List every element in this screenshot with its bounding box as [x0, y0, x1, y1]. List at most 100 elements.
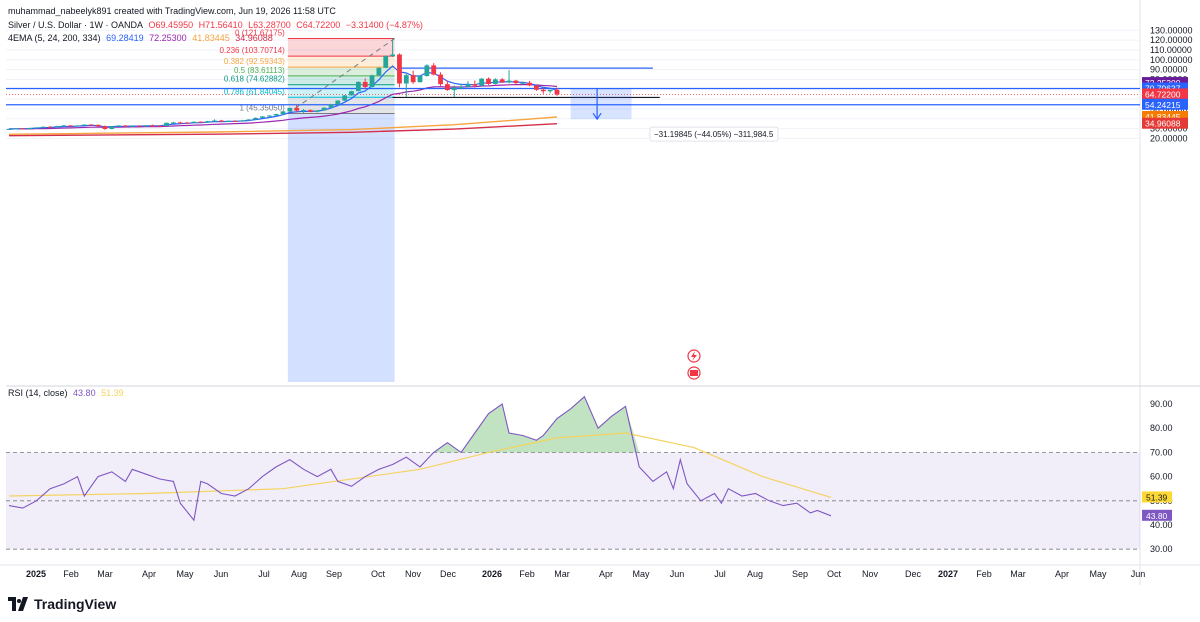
- time-tick-label: Jun: [214, 569, 229, 579]
- rsi-tag: [1142, 509, 1172, 521]
- candle-body: [451, 87, 457, 91]
- candle-body: [308, 110, 313, 112]
- candle-body: [540, 89, 546, 92]
- candle-body: [205, 121, 211, 123]
- candle: [424, 64, 430, 77]
- candle: [349, 90, 354, 96]
- time-tick-label: Jul: [258, 569, 270, 579]
- time-tick-label: Aug: [291, 569, 307, 579]
- time-tick-label: Oct: [827, 569, 842, 579]
- candle: [445, 80, 450, 91]
- candle-body: [472, 84, 478, 86]
- price-label-text: 64.72200: [1145, 89, 1181, 99]
- measure-label-text: −31.19845 (−44.05%) −311,984.5: [654, 130, 774, 139]
- candle: [225, 120, 231, 123]
- candle: [109, 126, 115, 130]
- fib-level-label: 0.618 (74.62882): [224, 75, 285, 84]
- time-tick-label: Jun: [1131, 569, 1146, 579]
- candle-body: [143, 125, 149, 127]
- candle-body: [328, 104, 334, 108]
- fib-level-label: 0 (121.67175): [235, 28, 285, 37]
- fib-level-label: 1 (45.35050): [239, 104, 285, 113]
- tradingview-footer: TradingView: [8, 594, 116, 614]
- candle-body: [102, 126, 108, 129]
- time-tick-label: Sep: [326, 569, 342, 579]
- ohlc-close: C64.72200: [296, 20, 341, 30]
- rsi-ma-value: 51.39: [101, 388, 124, 398]
- candle-body: [431, 65, 437, 75]
- candle: [294, 104, 300, 113]
- candle: [390, 38, 395, 58]
- candle: [246, 119, 252, 121]
- candle: [136, 125, 142, 127]
- ema-value-5: 69.28419: [106, 33, 144, 43]
- fib-zone: [287, 67, 395, 76]
- rsi-tick-label: 80.00: [1150, 423, 1173, 433]
- price-tick-label: 130.00000: [1150, 25, 1193, 35]
- candle: [13, 128, 19, 130]
- candle-body: [410, 75, 416, 83]
- candle: [314, 110, 320, 113]
- tradingview-logo-icon: [8, 597, 28, 611]
- candle-body: [123, 125, 128, 127]
- candle: [253, 117, 258, 120]
- candle: [143, 124, 149, 127]
- rsi-ma-line: [8, 432, 832, 498]
- ema-legend[interactable]: 4EMA (5, 24, 200, 334) 69.28419 72.25300…: [8, 33, 276, 43]
- candle: [61, 125, 67, 127]
- price-label-text: 34.96088: [1145, 119, 1181, 129]
- candle: [540, 87, 546, 94]
- candle-body: [40, 126, 46, 128]
- candle: [506, 70, 512, 84]
- ema-value-24: 72.25300: [149, 33, 187, 43]
- candle-body: [191, 121, 197, 123]
- symbol-title[interactable]: Silver / U.S. Dollar · 1W · OANDA: [8, 20, 144, 30]
- rsi-legend-label: RSI (14, close): [8, 388, 68, 398]
- rsi-legend[interactable]: RSI (14, close) 43.80 51.39: [8, 388, 127, 398]
- candle-body: [458, 86, 464, 88]
- candle: [129, 125, 135, 127]
- candle-body: [383, 56, 389, 68]
- candle: [266, 115, 272, 117]
- candle: [410, 70, 416, 84]
- candle: [355, 81, 361, 92]
- candle-body: [403, 75, 409, 84]
- candle-body: [424, 65, 430, 77]
- candle: [20, 128, 26, 130]
- candle-body: [164, 122, 169, 126]
- time-tick-label: Oct: [371, 569, 386, 579]
- candle: [438, 72, 443, 86]
- candle: [492, 78, 498, 85]
- candle: [88, 124, 94, 126]
- candle-body: [465, 84, 471, 87]
- candle: [383, 55, 389, 69]
- candle-body: [321, 107, 327, 111]
- time-tick-label: Nov: [405, 569, 422, 579]
- time-tick-label: Sep: [792, 569, 808, 579]
- rsi-line: [8, 395, 832, 522]
- candle-body: [355, 81, 361, 92]
- price-tick-label: 20.00000: [1150, 133, 1188, 143]
- fib-level-label: 0.5 (83.61113): [234, 66, 285, 75]
- price-tick-label: 110.00000: [1150, 45, 1192, 55]
- candle: [102, 125, 108, 130]
- fib-zone: [287, 97, 395, 114]
- candle-body: [260, 116, 265, 118]
- candle-body: [506, 80, 512, 83]
- ema-value-200: 41.83445: [192, 33, 230, 43]
- candle-body: [314, 110, 320, 112]
- measure-label: −31.19845 (−44.05%) −311,984.5: [649, 126, 779, 142]
- candle-body: [239, 120, 245, 122]
- candle: [308, 109, 313, 113]
- candle-body: [273, 114, 279, 116]
- candle: [479, 77, 485, 87]
- candle: [486, 77, 491, 85]
- time-tick-label: Apr: [1055, 569, 1069, 579]
- candle: [342, 94, 348, 101]
- candle: [335, 100, 341, 105]
- candle: [150, 124, 156, 127]
- candle: [198, 121, 204, 123]
- candle-body: [150, 125, 156, 127]
- fib-zone: [287, 56, 395, 68]
